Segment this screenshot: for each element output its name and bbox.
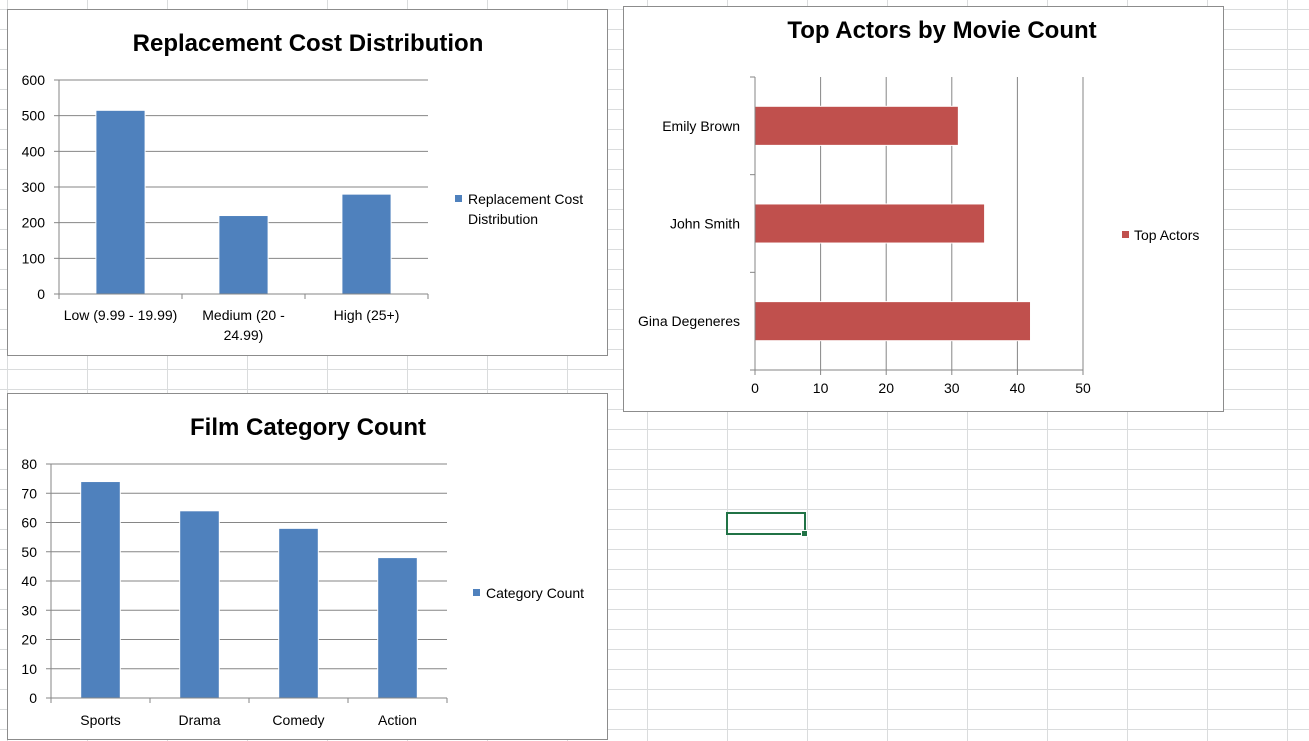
legend-swatch: [455, 195, 462, 202]
x-tick-label: Action: [378, 712, 417, 728]
x-tick-label: High (25+): [334, 307, 400, 323]
chart-title: Replacement Cost Distribution: [133, 30, 484, 57]
y-tick-label: 100: [22, 250, 46, 266]
y-tick-label: 40: [21, 573, 37, 589]
x-tick-label: Drama: [178, 712, 220, 728]
bar[interactable]: [179, 510, 220, 699]
x-tick-label: Sports: [80, 712, 120, 728]
x-tick-label: 20: [878, 380, 894, 396]
chart-title: Top Actors by Movie Count: [787, 17, 1096, 44]
x-tick-label: 50: [1075, 380, 1091, 396]
bar[interactable]: [80, 481, 121, 699]
top-actors-chart[interactable]: Top Actors by Movie Count 0 10 20 30 40 50 Emi…: [623, 6, 1224, 412]
y-tick-label: 20: [21, 632, 37, 648]
bar[interactable]: [218, 215, 269, 295]
chart-title: Film Category Count: [190, 414, 426, 441]
y-tick-label: 0: [29, 690, 37, 706]
x-tick-label: Low (9.99 - 19.99): [64, 307, 178, 323]
fill-handle[interactable]: [801, 530, 808, 537]
y-tick-label: John Smith: [670, 216, 740, 232]
x-tick-label: 24.99): [224, 327, 264, 343]
bar[interactable]: [754, 301, 1032, 342]
legend-label: Category Count: [486, 585, 584, 601]
x-tick-label: 10: [813, 380, 829, 396]
x-tick-label: 0: [751, 380, 759, 396]
y-tick-label: 10: [21, 661, 37, 677]
y-tick-label: Emily Brown: [662, 118, 740, 134]
bar[interactable]: [754, 203, 986, 244]
y-tick-label: 80: [21, 456, 37, 472]
legend-label: Top Actors: [1134, 227, 1199, 243]
legend-swatch: [1122, 231, 1129, 238]
film-category-plot: Film Category Count 0 10 20 30 40 50 60 70 80 Spo…: [21, 414, 584, 728]
legend-label: Replacement Cost: [468, 191, 583, 207]
replacement-cost-plot: Replacement Cost Distribution 0 100 200 300…: [22, 30, 584, 343]
legend-label: Distribution: [468, 211, 538, 227]
replacement-cost-chart[interactable]: Replacement Cost Distribution 0 100 200 300…: [7, 9, 608, 356]
y-tick-label: 50: [21, 544, 37, 560]
y-tick-label: Gina Degeneres: [638, 313, 740, 329]
bar[interactable]: [278, 527, 319, 699]
film-category-chart[interactable]: Film Category Count 0 10 20 30 40 50 60 70 80 Spo…: [7, 393, 608, 740]
selected-cell[interactable]: [726, 512, 808, 537]
x-tick-label: Comedy: [272, 712, 324, 728]
y-tick-label: 0: [37, 286, 45, 302]
y-tick-label: 500: [22, 108, 46, 124]
bar[interactable]: [377, 557, 418, 699]
top-actors-plot: Top Actors by Movie Count 0 10 20 30 40 50 Emi…: [638, 17, 1199, 396]
y-tick-label: 400: [22, 143, 46, 159]
y-tick-label: 200: [22, 215, 46, 231]
y-tick-label: 600: [22, 72, 46, 88]
x-tick-label: Medium (20 -: [202, 307, 285, 323]
x-tick-label: 40: [1010, 380, 1026, 396]
bar[interactable]: [95, 109, 146, 295]
bar[interactable]: [754, 105, 959, 146]
y-tick-label: 300: [22, 179, 46, 195]
x-tick-label: 30: [944, 380, 960, 396]
y-tick-label: 60: [21, 515, 37, 531]
legend-swatch: [473, 589, 480, 596]
bar[interactable]: [341, 193, 392, 295]
y-tick-label: 70: [21, 485, 37, 501]
y-tick-label: 30: [21, 602, 37, 618]
